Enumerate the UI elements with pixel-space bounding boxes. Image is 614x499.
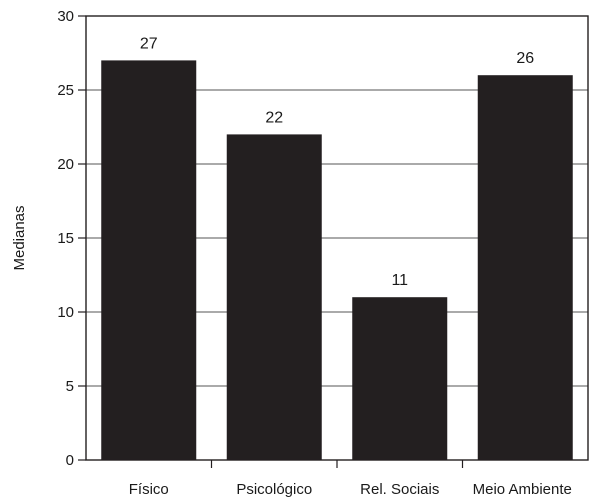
- bar-4: [477, 75, 573, 460]
- labels: 0 5 10 15 20 25 30 27 Físico 22 Psicológico 11 Rel. …: [57, 8, 572, 498]
- category-label-3: Rel. Sociais: [360, 481, 439, 498]
- category-label-1: Físico: [129, 481, 169, 498]
- category-label-4: Meio Ambiente: [473, 481, 572, 498]
- data-label-3: 11: [391, 272, 408, 289]
- y-tick-label-30: 30: [57, 8, 74, 25]
- y-tick-label-5: 5: [66, 378, 74, 395]
- y-tick-label-20: 20: [57, 156, 74, 173]
- data-label-4: 26: [516, 50, 534, 67]
- bar-1: [101, 60, 197, 461]
- axes: [78, 15, 589, 468]
- y-tick-label-10: 10: [57, 304, 74, 321]
- bars: [101, 60, 573, 461]
- bar-2: [226, 134, 322, 460]
- data-label-1: 27: [140, 35, 158, 52]
- category-label-2: Psicológico: [236, 481, 312, 498]
- y-tick-label-15: 15: [57, 230, 74, 247]
- bar-3: [352, 297, 448, 460]
- y-tick-label-25: 25: [57, 82, 74, 99]
- plot-frame: [85, 15, 589, 461]
- data-label-2: 22: [265, 109, 283, 126]
- y-axis-title: Medianas: [11, 205, 28, 270]
- y-tick-label-0: 0: [66, 452, 74, 469]
